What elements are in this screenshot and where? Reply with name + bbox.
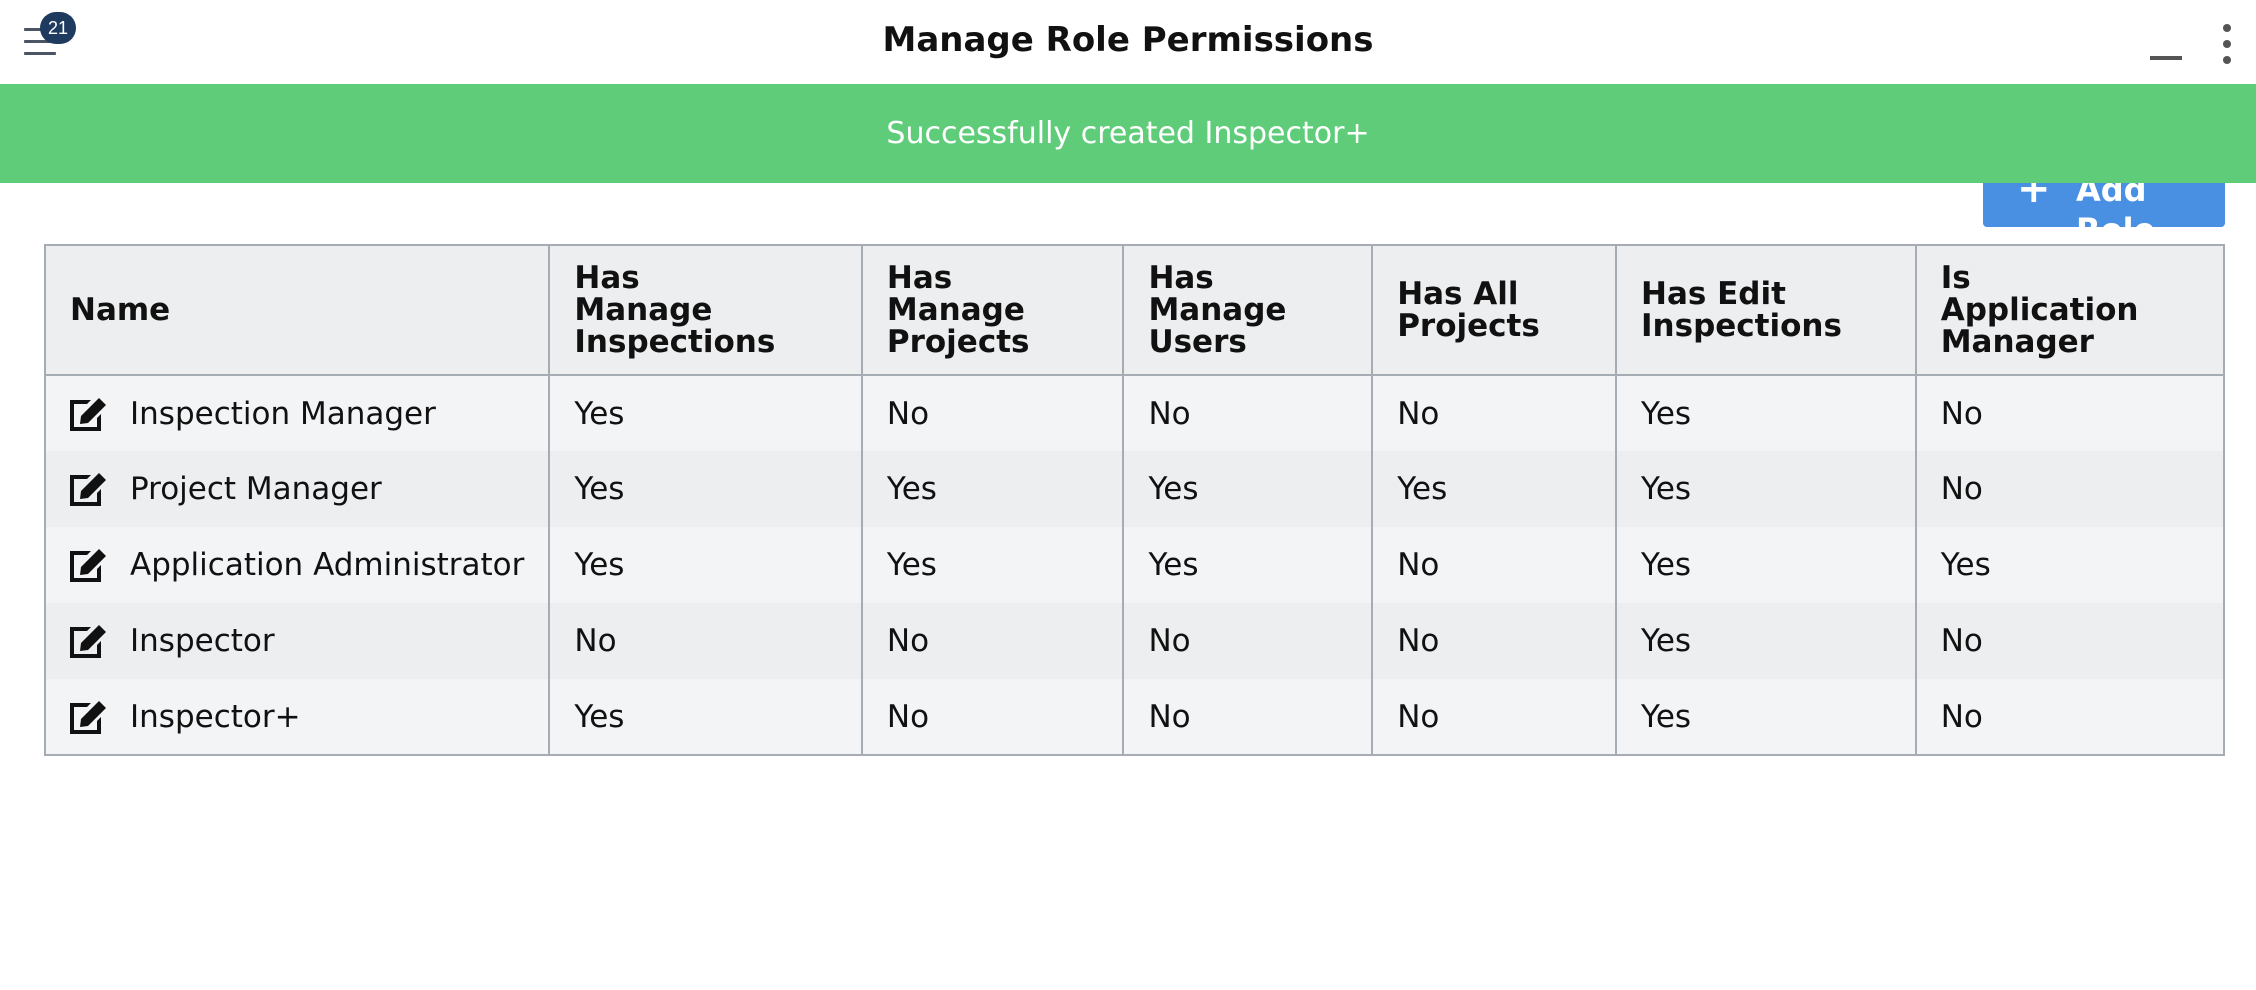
table-cell: Yes (1122, 527, 1373, 603)
table-cell: No (1914, 375, 2224, 451)
table-cell: No (1122, 679, 1373, 755)
more-vertical-icon[interactable] (2218, 22, 2236, 66)
column-header-name[interactable]: Name (43, 244, 551, 376)
table-cell: Yes (548, 451, 862, 527)
notification-badge: 21 (40, 12, 76, 44)
table-cell: No (1122, 375, 1373, 451)
table-cell: Yes (1615, 451, 1916, 527)
table-cell: Yes (548, 679, 862, 755)
table-cell: Yes (1615, 527, 1916, 603)
table-row[interactable]: Project Manager Yes Yes Yes Yes Yes No (43, 451, 2224, 527)
table-cell: Yes (1615, 603, 1916, 679)
role-name-cell: Inspector+ (43, 679, 550, 755)
table-cell: No (1914, 451, 2224, 527)
table-row[interactable]: Application Administrator Yes Yes Yes No… (43, 527, 2224, 603)
role-name: Project Manager (130, 471, 382, 507)
table-cell: Yes (1371, 451, 1617, 527)
table-cell: No (1914, 603, 2224, 679)
table-cell: No (1914, 679, 2224, 755)
minimize-icon[interactable] (2150, 56, 2182, 60)
table-cell: No (1371, 679, 1617, 755)
role-name: Application Administrator (130, 547, 525, 583)
edit-icon[interactable] (70, 547, 108, 583)
column-header-label: Has Edit Inspections (1641, 276, 1842, 344)
table-row[interactable]: Inspector+ Yes No No No Yes No (43, 679, 2224, 755)
role-name-cell: Inspection Manager (43, 375, 550, 451)
edit-icon[interactable] (70, 471, 108, 507)
table-cell: Yes (860, 451, 1124, 527)
role-name-cell: Application Administrator (43, 527, 550, 603)
table-cell: Yes (1615, 375, 1916, 451)
table-row[interactable]: Inspector No No No No Yes No (43, 603, 2224, 679)
table-cell: Yes (548, 527, 862, 603)
table-row[interactable]: Inspection Manager Yes No No No Yes No (43, 375, 2224, 451)
table-cell: No (1371, 527, 1617, 603)
role-name: Inspection Manager (130, 395, 436, 432)
column-header-label: Is Application Manager (1940, 260, 2139, 360)
table-cell: No (860, 375, 1124, 451)
success-toast: Successfully created Inspector+ (0, 84, 2256, 183)
role-name-cell: Inspector (43, 603, 550, 679)
column-header-label: Has Manage Users (1148, 260, 1287, 360)
column-header-all-projects[interactable]: Has All Projects (1371, 244, 1618, 376)
top-bar: 21 Manage Role Permissions (0, 0, 2256, 84)
table-cell: Yes (1122, 451, 1373, 527)
column-header-application-manager[interactable]: Is Application Manager (1914, 244, 2226, 376)
column-header-label: Has Manage Inspections (574, 260, 776, 360)
table-cell: No (1371, 603, 1617, 679)
column-header-label: Has Manage Projects (886, 260, 1030, 360)
edit-icon[interactable] (70, 699, 108, 735)
column-header-manage-projects[interactable]: Has Manage Projects (860, 244, 1125, 376)
table-cell: Yes (1615, 679, 1916, 755)
table-cell: Yes (548, 375, 862, 451)
table-cell: No (860, 679, 1124, 755)
table-header-row: Name Has Manage Inspections Has Manage P… (43, 244, 2226, 376)
table-cell: Yes (860, 527, 1124, 603)
role-name: Inspector (130, 623, 275, 659)
column-header-manage-inspections[interactable]: Has Manage Inspections (548, 244, 863, 376)
page-title: Manage Role Permissions (882, 20, 1374, 60)
table-cell: No (860, 603, 1124, 679)
edit-icon[interactable] (70, 623, 108, 659)
column-header-label: Has All Projects (1397, 276, 1540, 344)
role-name-cell: Project Manager (43, 451, 550, 527)
table-cell: No (1371, 375, 1617, 451)
column-header-edit-inspections[interactable]: Has Edit Inspections (1615, 244, 1917, 376)
table-cell: Yes (1914, 527, 2224, 603)
roles-table: Name Has Manage Inspections Has Manage P… (43, 244, 2226, 756)
edit-icon[interactable] (70, 396, 108, 432)
table-cell: No (1122, 603, 1373, 679)
role-name: Inspector+ (130, 698, 301, 735)
column-header-manage-users[interactable]: Has Manage Users (1122, 244, 1374, 376)
table-cell: No (548, 603, 862, 679)
